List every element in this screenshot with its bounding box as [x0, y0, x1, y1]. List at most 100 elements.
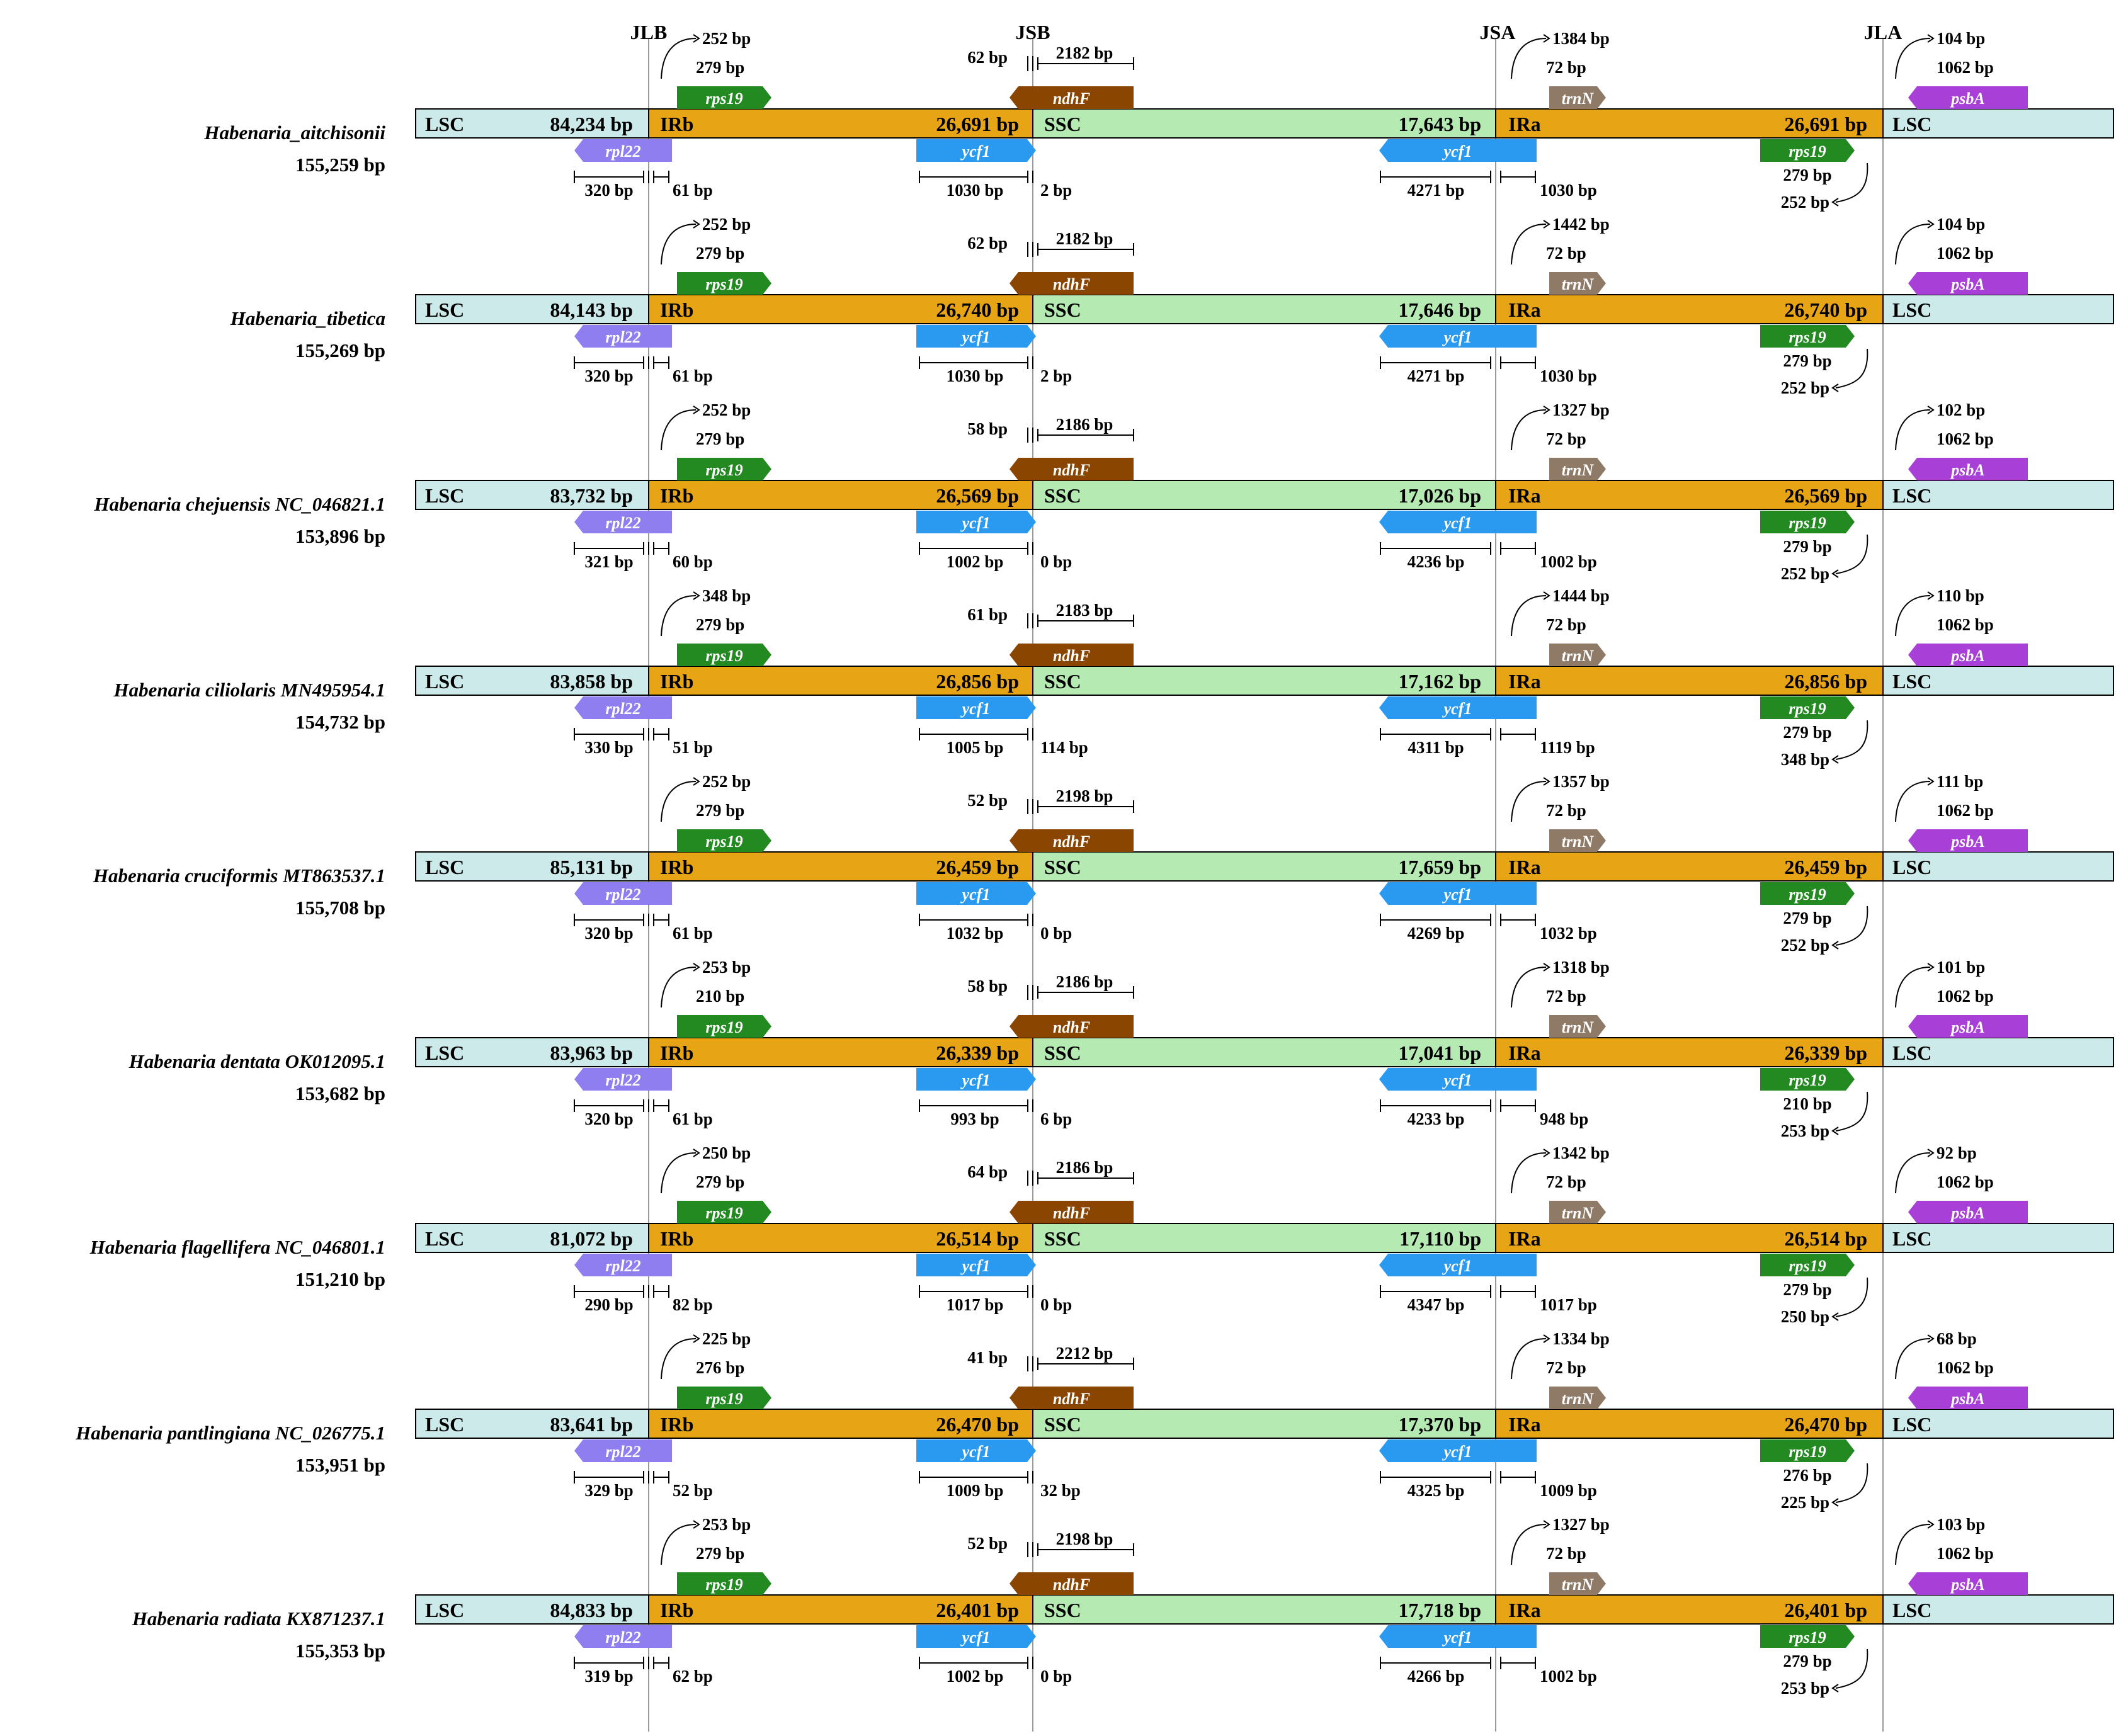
gene-rps19: rps19 — [677, 1015, 771, 1038]
region-irb — [648, 851, 1033, 882]
region-lsc-2 — [1882, 294, 2114, 324]
region-size-ira: 26,339 bp — [1784, 1041, 1867, 1064]
ycf1b-length: 1002 bp — [947, 1667, 1004, 1686]
region-irb — [648, 666, 1033, 696]
rps19-start-gap: 253 bp — [702, 1515, 751, 1534]
ycf1a-length: 4311 bp — [1408, 738, 1464, 757]
species-row: Habenaria cruciformis MT863537.1 155,708 … — [93, 772, 2114, 955]
gene-ndhf-shape — [1010, 86, 1134, 109]
region-label-lsc-2: LSC — [1892, 670, 1931, 693]
ycf1a-length: 4271 bp — [1408, 366, 1465, 385]
trnn-curve — [1511, 595, 1547, 637]
gene-ycf1-ira: ycf1 — [1379, 1625, 1537, 1648]
gene-ycf1-irb: ycf1 — [916, 139, 1036, 162]
gene-psba-label: psbA — [1950, 275, 1984, 293]
gene-rps19-shape — [677, 1572, 771, 1595]
gene-ndhf-shape — [1010, 644, 1134, 666]
region-size-ira: 26,401 bp — [1784, 1599, 1867, 1621]
region-label-lsc-2: LSC — [1892, 1599, 1931, 1621]
gene-ycf1-ira-shape — [1379, 139, 1537, 162]
rps19-length: 279 bp — [696, 429, 744, 448]
ndhf-overlap: 62 bp — [967, 234, 1008, 252]
gene-psba-shape — [1908, 829, 2028, 852]
rps19a-gap: 348 bp — [1781, 750, 1829, 769]
gene-ndhf: ndhF — [1010, 1387, 1134, 1409]
rpl22-length: 320 bp — [584, 1109, 633, 1128]
gene-rps19-shape — [677, 86, 771, 109]
region-lsc — [415, 108, 649, 139]
rps19a-curve — [1835, 720, 1869, 760]
gene-ycf1-irb: ycf1 — [916, 1625, 1036, 1648]
region-size-ira: 26,569 bp — [1784, 484, 1867, 507]
rps19a-length: 279 bp — [1783, 723, 1831, 742]
region-label-lsc: LSC — [425, 1599, 464, 1621]
region-lsc — [415, 1409, 649, 1439]
gene-ndhf-shape — [1010, 272, 1134, 295]
trnn-arrowhead — [1543, 34, 1550, 43]
ycf1b-overlap: 32 bp — [1040, 1481, 1081, 1500]
species-name: Habenaria flagellifera NC_046801.1 — [89, 1236, 385, 1258]
gene-rps19-shape — [677, 644, 771, 666]
gene-ndhf-shape — [1010, 1201, 1134, 1223]
rps19a-length: 279 bp — [1783, 351, 1831, 370]
gene-ndhf-label: ndhF — [1053, 1575, 1090, 1594]
gene-rps19-label: rps19 — [705, 275, 742, 293]
ycf1b-overlap: 6 bp — [1040, 1109, 1072, 1128]
region-lsc-2 — [1882, 666, 2114, 696]
region-label-lsc: LSC — [425, 670, 464, 693]
gene-rps19: rps19 — [677, 272, 771, 295]
ndhf-overlap: 58 bp — [967, 419, 1008, 438]
psba-length: 1062 bp — [1937, 58, 1994, 77]
gene-psba-shape — [1908, 86, 2028, 109]
gene-rpl22: rpl22 — [574, 1254, 672, 1276]
gene-ycf1-irb-shape — [916, 1625, 1036, 1648]
gene-ycf1-ira: ycf1 — [1379, 1439, 1537, 1462]
gene-ndhf-label: ndhF — [1053, 832, 1090, 851]
ycf1b-length: 1032 bp — [947, 924, 1004, 943]
region-size-lsc: 83,641 bp — [550, 1413, 633, 1436]
gene-ycf1-ira: ycf1 — [1379, 696, 1537, 719]
rps19a-arrowhead — [1831, 383, 1839, 392]
gene-psba-label: psbA — [1950, 1018, 1984, 1036]
region-size-lsc: 85,131 bp — [550, 856, 633, 878]
psba-start-gap: 68 bp — [1937, 1329, 1977, 1348]
gene-trnn: trnN — [1549, 1387, 1606, 1409]
ycf1a-ir-length: 1002 bp — [1540, 552, 1597, 571]
psba-curve — [1895, 1338, 1931, 1380]
region-lsc — [415, 1594, 649, 1625]
psba-arrowhead — [1927, 406, 1935, 414]
gene-ycf1-irb: ycf1 — [916, 1254, 1036, 1276]
ndhf-overlap: 64 bp — [967, 1162, 1008, 1181]
gene-rps19: rps19 — [677, 86, 771, 109]
gene-ndhf: ndhF — [1010, 272, 1134, 295]
rps19a-gap: 252 bp — [1781, 564, 1829, 583]
rps19-curve — [661, 38, 697, 79]
region-size-irb: 26,459 bp — [936, 856, 1019, 878]
rps19a-curve — [1835, 162, 1869, 203]
ycf1a-length: 4269 bp — [1408, 924, 1465, 943]
gene-ycf1-irb-label: ycf1 — [960, 328, 991, 346]
region-irb — [648, 1037, 1033, 1067]
ycf1b-overlap: 114 bp — [1040, 738, 1088, 757]
region-ira — [1495, 1223, 1884, 1253]
rpl22-length: 320 bp — [584, 181, 633, 200]
psba-arrowhead — [1927, 591, 1935, 600]
region-size-ssc: 17,370 bp — [1398, 1413, 1481, 1436]
gene-rps19-ira-label: rps19 — [1789, 514, 1826, 532]
gene-trnn-shape — [1549, 1572, 1606, 1595]
rps19a-gap: 253 bp — [1781, 1121, 1829, 1140]
gene-psba: psbA — [1908, 1572, 2028, 1595]
gene-trnn-label: trnN — [1562, 1390, 1595, 1408]
genome-length: 155,353 bp — [295, 1640, 385, 1662]
region-label-irb: IRb — [660, 1599, 693, 1621]
ycf1b-overlap: 0 bp — [1040, 924, 1072, 943]
region-label-ssc: SSC — [1044, 484, 1081, 507]
gene-ndhf: ndhF — [1010, 86, 1134, 109]
rps19a-curve — [1835, 905, 1869, 946]
psba-arrowhead — [1927, 777, 1935, 786]
rps19-arrowhead — [693, 34, 700, 43]
gene-trnn-label: trnN — [1562, 461, 1595, 479]
region-size-lsc: 83,858 bp — [550, 670, 633, 693]
ndhf-length: 2182 bp — [1056, 43, 1113, 62]
region-ira — [1495, 108, 1884, 139]
